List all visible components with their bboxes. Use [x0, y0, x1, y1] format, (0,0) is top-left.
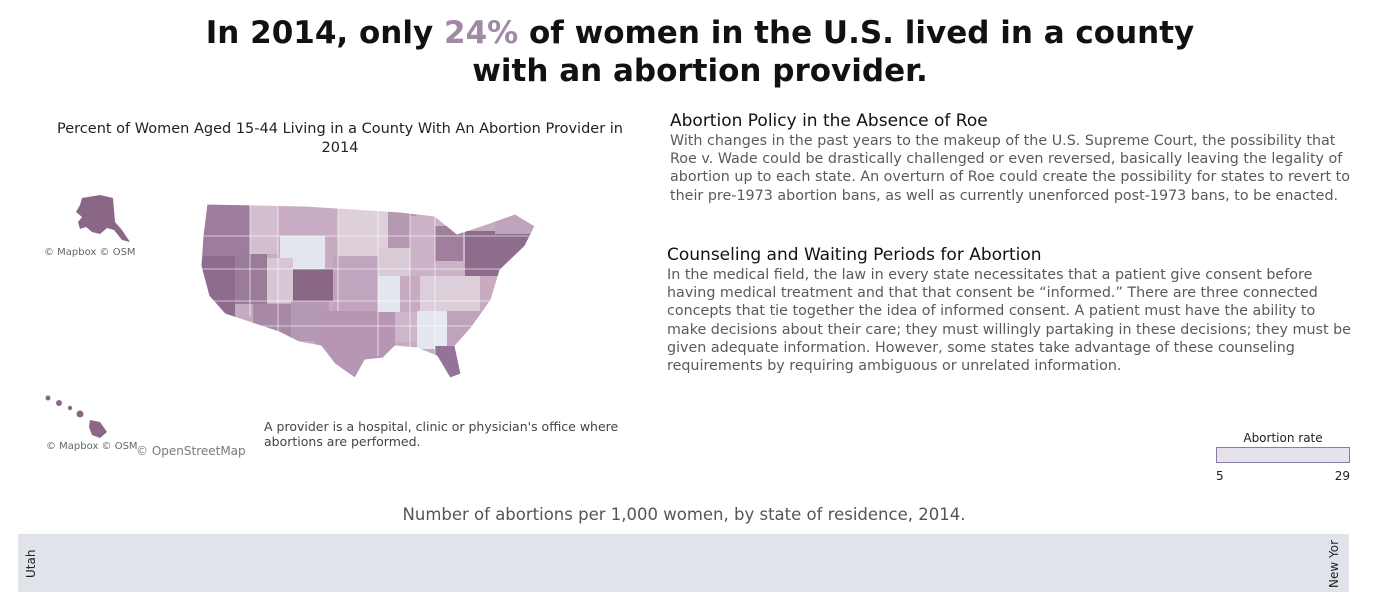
state-region-idaho[interactable] — [250, 206, 278, 254]
state-region-texas[interactable] — [315, 311, 395, 381]
hawaii-island-big[interactable] — [89, 420, 107, 438]
section-counseling-heading: Counseling and Waiting Periods for Abort… — [667, 245, 1042, 265]
bar-chart-left-label: Utah — [24, 549, 38, 578]
map-title: Percent of Women Aged 15-44 Living in a … — [57, 121, 623, 156]
hawaii-island-kauai[interactable] — [45, 395, 51, 401]
state-region-appalachia[interactable] — [420, 276, 480, 311]
headline: In 2014, only 24% of women in the U.S. l… — [0, 14, 1400, 90]
state-region-arkansas[interactable] — [395, 312, 417, 342]
legend-min-value: 5 — [1216, 469, 1224, 483]
state-regions[interactable] — [195, 196, 540, 382]
hawaii-attribution[interactable]: © Mapbox © OSM — [46, 441, 138, 452]
map-note: A provider is a hospital, clinic or phys… — [264, 419, 619, 449]
state-region-colorado[interactable] — [293, 269, 333, 301]
bar-chart-plot-area[interactable] — [18, 534, 1349, 592]
state-region-missouri[interactable] — [378, 276, 400, 312]
alaska-map[interactable] — [70, 192, 135, 248]
section-roe: Abortion Policy in the Absence of Roe Wi… — [670, 111, 1360, 205]
state-region-alabama[interactable] — [433, 311, 447, 349]
state-region-arizona[interactable] — [253, 304, 291, 344]
legend-max-value: 29 — [1334, 469, 1350, 483]
state-region-montana[interactable] — [278, 204, 338, 236]
section-counseling-body: In the medical field, the law in every s… — [667, 267, 1351, 375]
state-region-dakotas[interactable] — [338, 204, 388, 256]
section-roe-body: With changes in the past years to the ma… — [670, 133, 1350, 204]
headline-line-2: with an abortion provider. — [472, 53, 928, 89]
osm-attribution[interactable]: © OpenStreetMap — [136, 444, 246, 458]
section-roe-heading: Abortion Policy in the Absence of Roe — [670, 111, 988, 131]
section-counseling: Counseling and Waiting Periods for Abort… — [667, 245, 1357, 375]
abortion-rate-legend: Abortion rate 5 29 — [1216, 431, 1350, 483]
state-region-pacific-nw[interactable] — [195, 196, 250, 256]
state-region-iowa[interactable] — [378, 248, 410, 276]
hawaii-island-maui[interactable] — [76, 410, 84, 418]
state-region-mississippi[interactable] — [417, 311, 433, 349]
alaska-attribution[interactable]: © Mapbox © OSM — [44, 247, 136, 258]
headline-text-after: of women in the U.S. lived in a county — [518, 15, 1195, 51]
state-region-southeast[interactable] — [447, 311, 487, 351]
legend-colorbar — [1216, 447, 1350, 463]
headline-highlight: 24% — [444, 15, 519, 51]
alaska-shape[interactable] — [76, 195, 130, 242]
state-region-michigan[interactable] — [435, 226, 463, 261]
state-region-plains[interactable] — [333, 256, 378, 311]
headline-text-before: In 2014, only — [205, 15, 444, 51]
hawaii-map[interactable] — [42, 392, 114, 440]
headline-line-1: In 2014, only 24% of women in the U.S. l… — [0, 14, 1400, 52]
hawaii-island-oahu[interactable] — [56, 400, 62, 406]
legend-title: Abortion rate — [1243, 431, 1323, 445]
hawaii-island-molokai[interactable] — [67, 405, 73, 411]
us-choropleth-map[interactable] — [195, 196, 540, 382]
bar-chart-right-label: New Yor — [1327, 540, 1341, 588]
bar-chart-title: Number of abortions per 1,000 women, by … — [402, 505, 966, 524]
state-region-nevada[interactable] — [235, 254, 267, 304]
state-region-utah[interactable] — [267, 258, 293, 303]
